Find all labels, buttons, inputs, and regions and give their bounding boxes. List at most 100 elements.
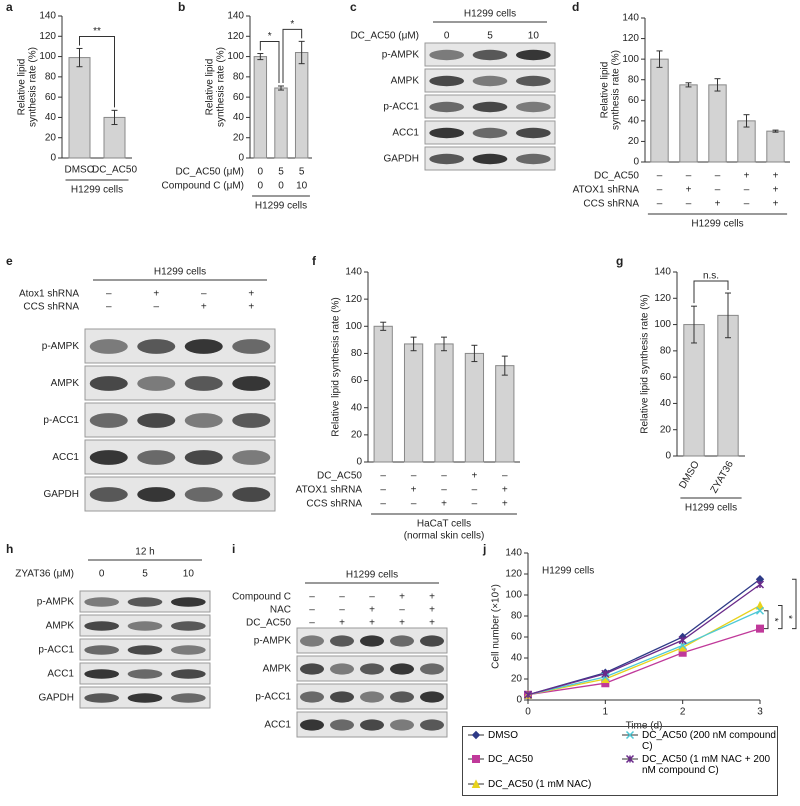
condition-value: + [744, 171, 750, 182]
condition-value: 5 [487, 31, 493, 42]
error-bar [501, 355, 508, 376]
blot-band [89, 487, 128, 502]
condition-value: 0 [258, 181, 264, 192]
blot-band [516, 75, 551, 87]
condition-value: – [309, 605, 315, 616]
condition-label: ATOX1 shRNA [573, 185, 640, 196]
bar [68, 57, 91, 159]
y-tick-label: 60 [628, 95, 640, 106]
blot-band [429, 127, 464, 139]
y-tick-label: 100 [622, 54, 639, 65]
condition-value: – [106, 289, 112, 300]
y-tick-label: 20 [233, 132, 245, 143]
condition-value: + [369, 618, 375, 629]
legend-label: DC_AC50 (200 nM compound C) [642, 730, 776, 752]
condition-value: – [369, 592, 375, 603]
band-label: AMPK [263, 664, 292, 675]
panel-label: d [572, 0, 579, 14]
condition-value: 5 [142, 569, 148, 580]
error-bar [743, 114, 750, 128]
blot-band [472, 153, 508, 165]
condition-value: – [380, 485, 386, 496]
condition-value: – [715, 185, 721, 196]
bar [495, 365, 515, 463]
condition-value: – [744, 199, 750, 210]
condition-value: – [411, 499, 417, 510]
series-line [527, 627, 761, 696]
legend-swatch [622, 755, 638, 764]
condition-value: – [715, 171, 721, 182]
marker [755, 606, 765, 615]
blot-band [516, 101, 551, 113]
legend-item: DC_AC50 [467, 754, 617, 778]
condition-value: + [411, 485, 417, 496]
blot-band [300, 719, 324, 731]
condition-value: + [399, 592, 405, 603]
y-tick-label: 40 [233, 112, 245, 123]
blot-band [472, 127, 508, 139]
y-tick-label: 40 [511, 653, 523, 664]
panel-label: a [6, 0, 13, 14]
y-tick-label: 120 [654, 293, 671, 304]
condition-value: + [429, 605, 435, 616]
blot-band [330, 719, 354, 731]
panel-label: b [178, 0, 185, 14]
blot-band [360, 691, 384, 703]
band-label: p-ACC1 [43, 415, 79, 426]
blot-band [137, 413, 176, 428]
y-tick-label: 60 [351, 375, 363, 386]
blot-band [137, 339, 176, 354]
blot-band [429, 153, 464, 165]
band-label: p-AMPK [42, 341, 80, 352]
blot-title: H1299 cells [346, 570, 398, 581]
blot-band [84, 645, 119, 655]
y-tick-label: 140 [227, 11, 244, 22]
condition-value: + [369, 605, 375, 616]
legend-item: DC_AC50 (1 mM NAC) [467, 779, 617, 792]
blot-band [171, 621, 206, 631]
blot-band [137, 450, 176, 465]
legend-label: DMSO [488, 730, 518, 741]
condition-label: CCS shRNA [23, 302, 79, 313]
y-tick-label: 140 [622, 13, 639, 24]
y-tick-label: 0 [516, 695, 522, 706]
band-label: AMPK [51, 378, 80, 389]
y-tick-label: 120 [505, 569, 522, 580]
condition-value: + [429, 592, 435, 603]
y-tick-label: 0 [238, 153, 244, 164]
blot-band [84, 693, 119, 703]
bar [373, 325, 393, 463]
condition-value: – [657, 185, 663, 196]
condition-value: – [657, 199, 663, 210]
significance-label: ** [796, 600, 800, 608]
series-line [527, 610, 761, 696]
bar [274, 87, 288, 159]
y-tick-label: 100 [505, 590, 522, 601]
error-bar [441, 336, 447, 352]
y-tick-label: 100 [345, 321, 362, 332]
blot-band [84, 669, 119, 679]
condition-value: + [429, 618, 435, 629]
marker [601, 669, 610, 678]
group-label: H1299 cells [71, 185, 123, 196]
bar [403, 343, 424, 463]
band-label: GAPDH [43, 489, 79, 500]
blot-band [360, 663, 384, 675]
condition-value: – [339, 592, 345, 603]
condition-value: – [153, 302, 159, 313]
condition-value: – [380, 499, 386, 510]
series-line [527, 604, 761, 696]
condition-value: – [502, 471, 508, 482]
condition-label: ZYAT36 (μM) [15, 569, 74, 580]
legend-item: DMSO [467, 730, 617, 754]
y-tick-label: 40 [628, 115, 640, 126]
condition-value: + [153, 289, 159, 300]
condition-value: 10 [528, 31, 540, 42]
y-tick-label: 60 [660, 372, 672, 383]
condition-value: + [773, 199, 779, 210]
blot-band [472, 75, 508, 87]
blot-band [127, 669, 163, 679]
marker [625, 755, 635, 764]
error-bar [111, 109, 118, 126]
